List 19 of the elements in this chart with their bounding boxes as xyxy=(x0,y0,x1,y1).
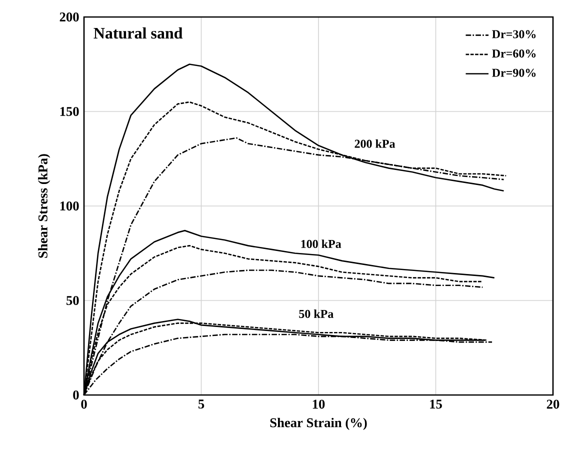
x-tick-label: 0 xyxy=(81,400,87,409)
x-tick-label: 5 xyxy=(198,400,204,409)
y-tick-label: 200 xyxy=(60,12,79,22)
annotation: 100 kPa xyxy=(301,240,342,248)
x-axis-title: Shear Strain (%) xyxy=(270,418,367,430)
x-tick-label: 15 xyxy=(430,400,442,409)
y-tick-label: 50 xyxy=(66,296,79,305)
y-tick-label: 0 xyxy=(73,390,79,400)
annotation: 50 kPa xyxy=(299,310,334,318)
y-axis-title: Shear Stress (kPa) xyxy=(38,154,50,258)
legend-label: Dr=60% xyxy=(492,49,536,58)
x-tick-label: 10 xyxy=(312,400,325,409)
y-tick-label: 150 xyxy=(60,106,79,116)
y-tick-label: 100 xyxy=(60,201,79,210)
legend-label: Dr=90% xyxy=(492,68,536,77)
annotation: 200 kPa xyxy=(354,139,396,148)
x-tick-label: 20 xyxy=(546,400,560,409)
annotation: Natural sand xyxy=(94,27,183,39)
legend-label: Dr=30% xyxy=(492,30,536,38)
